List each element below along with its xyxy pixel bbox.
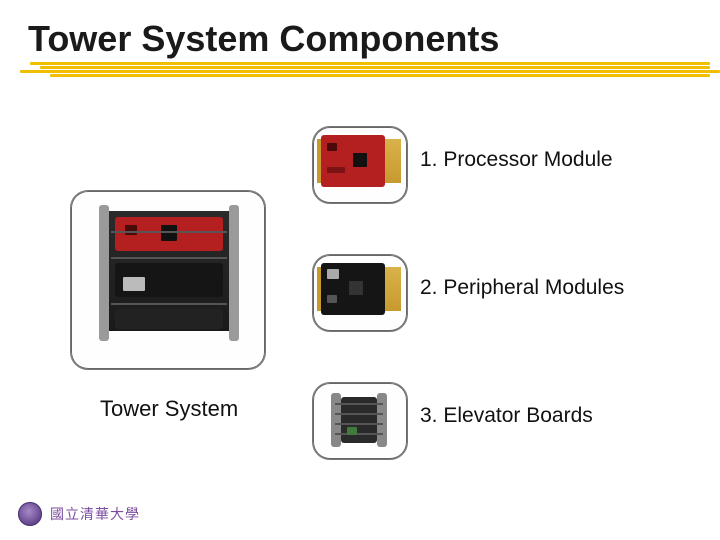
peripheral-photo bbox=[312, 254, 408, 332]
footer: 國立清華大學 bbox=[18, 502, 140, 526]
tower-photo bbox=[70, 190, 266, 370]
elevator-label: 3. Elevator Boards bbox=[420, 404, 593, 428]
peripheral-label: 2. Peripheral Modules bbox=[420, 276, 624, 300]
slide-title: Tower System Components bbox=[28, 18, 499, 60]
elevator-photo bbox=[312, 382, 408, 460]
slide: Tower System Components Tower System 1. … bbox=[0, 0, 720, 540]
university-name: 國立清華大學 bbox=[50, 504, 140, 524]
processor-label: 1. Processor Module bbox=[420, 148, 613, 172]
tower-label: Tower System bbox=[100, 396, 238, 422]
university-seal-icon bbox=[18, 502, 42, 526]
processor-photo bbox=[312, 126, 408, 204]
title-underline bbox=[0, 62, 720, 82]
